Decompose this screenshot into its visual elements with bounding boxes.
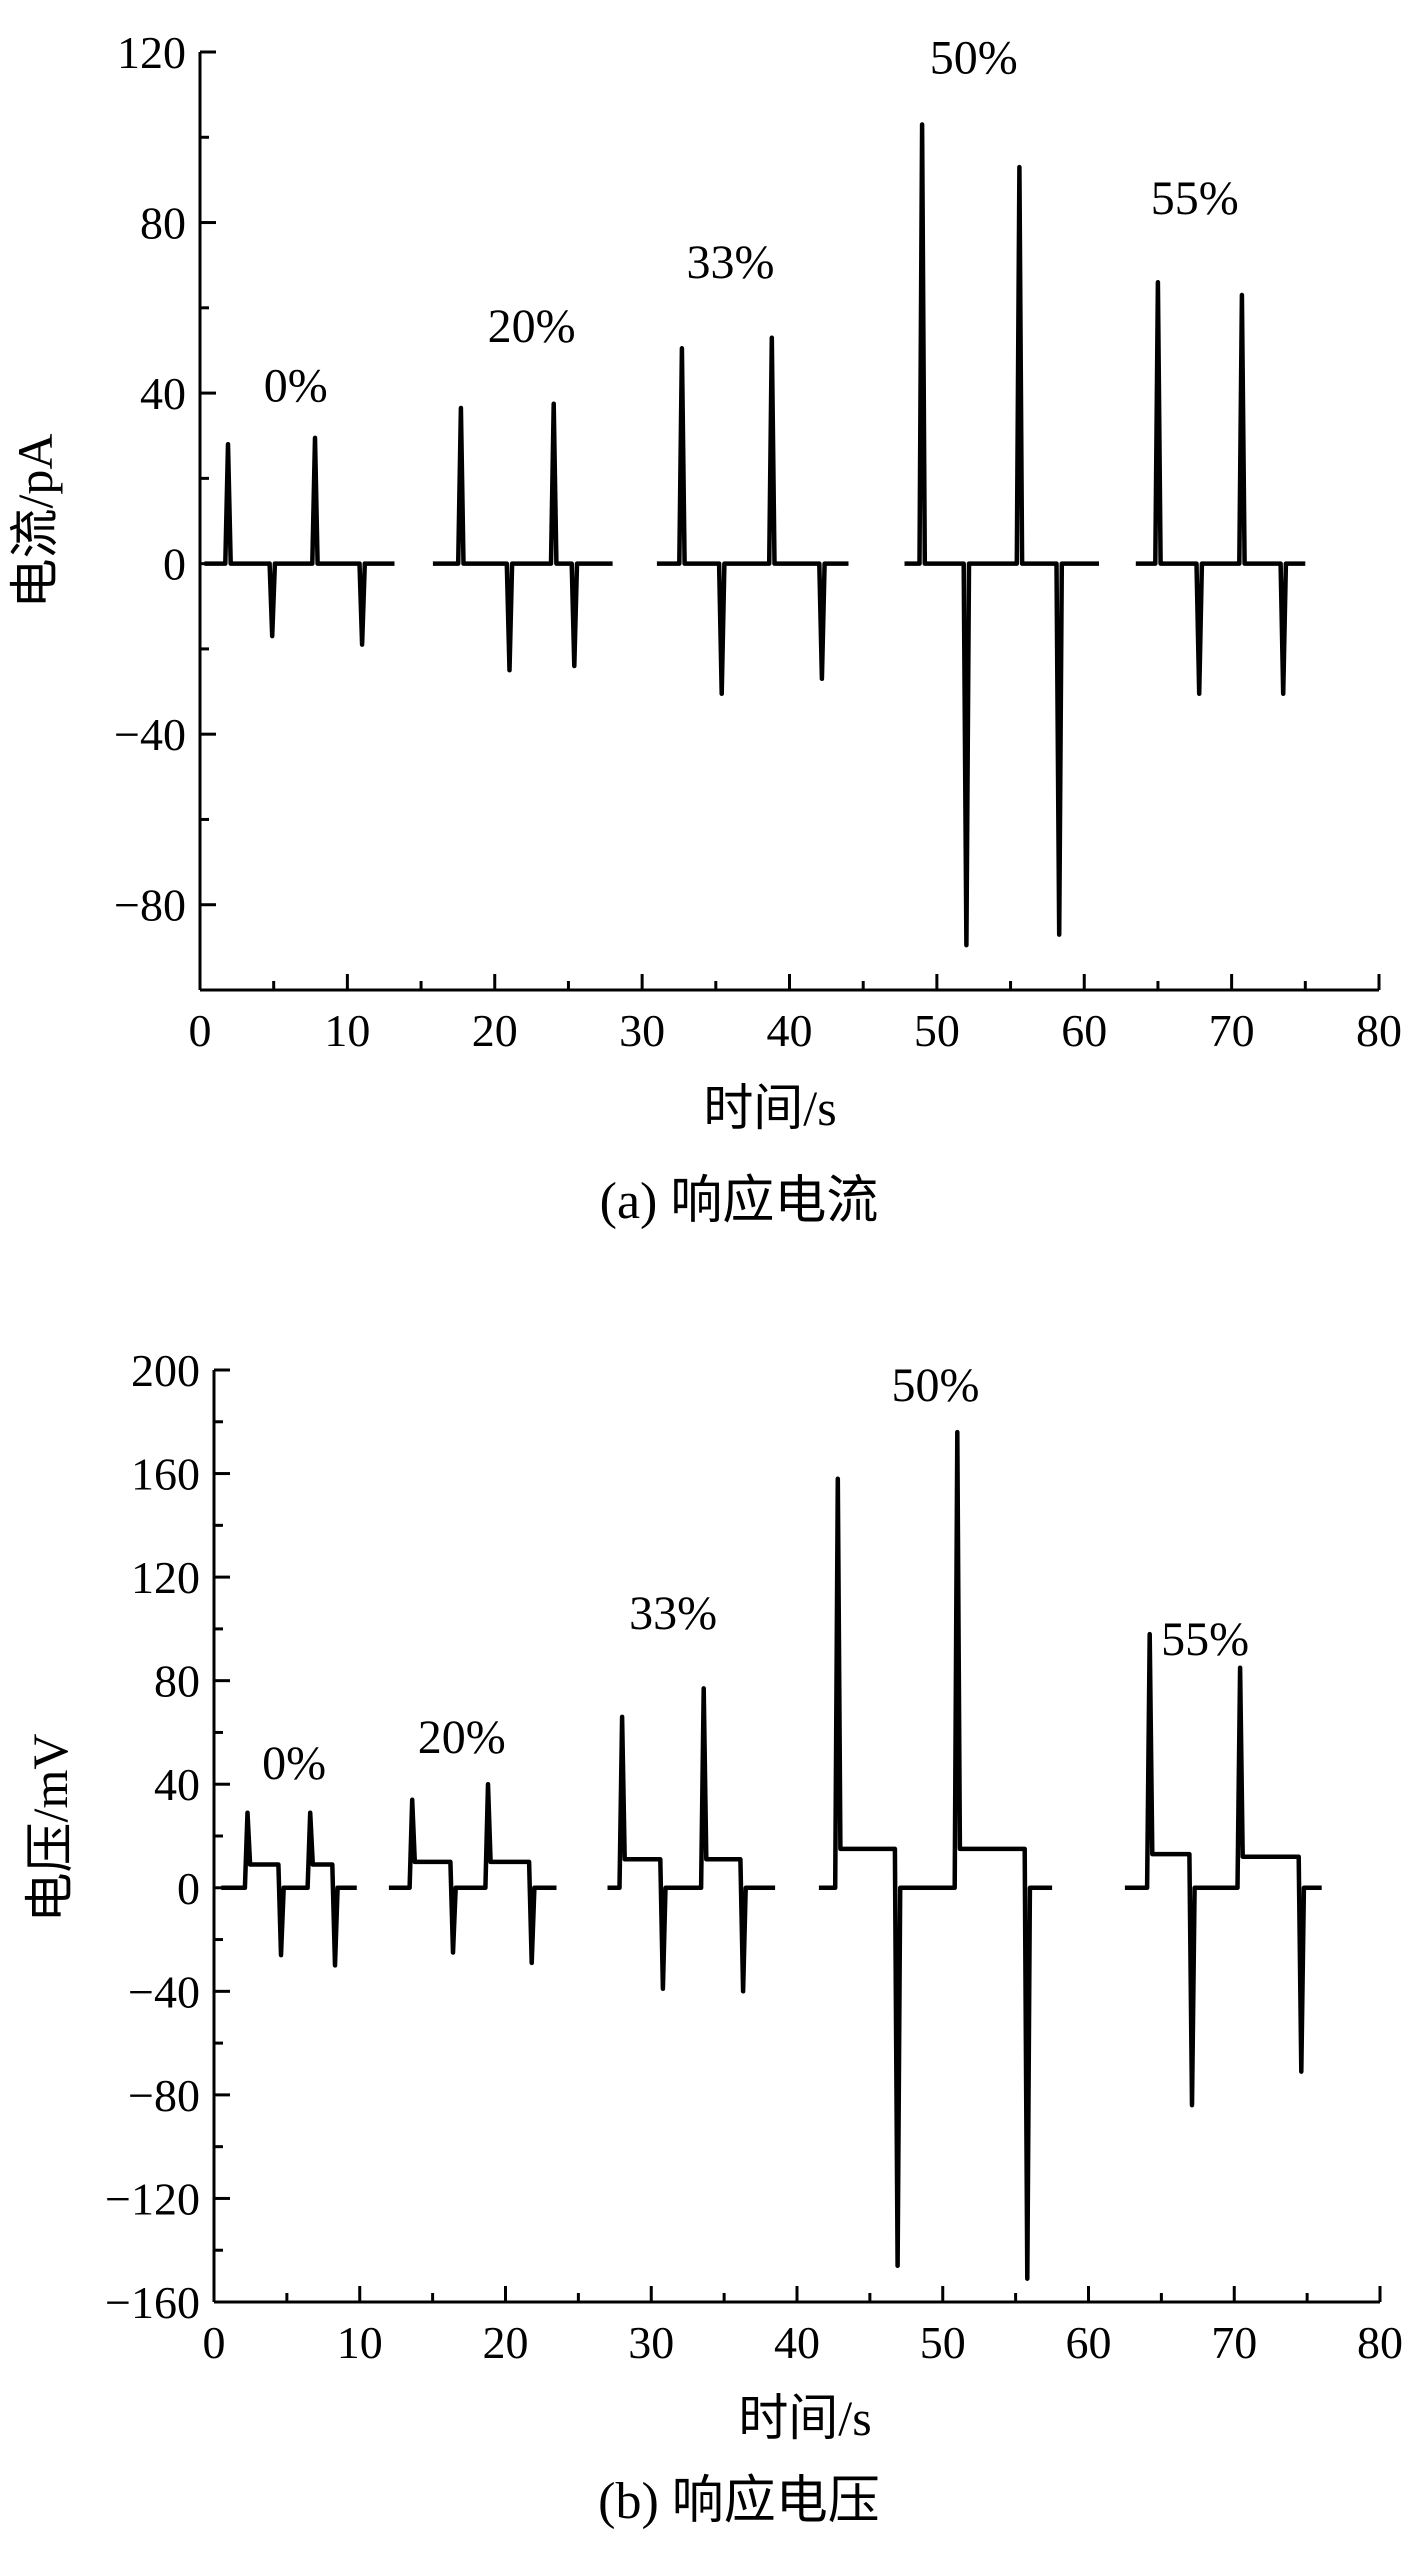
panel-b-series [221, 1429, 1322, 2281]
panel-a-x-ticks: 0 10 20 30 40 50 60 70 80 [189, 974, 1402, 1056]
panel-a-series-group-4 [904, 122, 1099, 948]
panel-b-x-axis-label: 时间/s [738, 2390, 871, 2446]
panel-b-y-tick-label: 40 [154, 1759, 200, 1810]
panel-b-x-tick-label: 60 [1066, 2317, 1112, 2368]
panel-b-group-label: 50% [891, 1359, 979, 1412]
panel-b-group-label: 20% [418, 1711, 506, 1764]
panel-b-x-tick-label: 70 [1211, 2317, 1257, 2368]
panel-a-x-tick-label: 10 [324, 1005, 370, 1056]
panel-a-caption: (a) 响应电流 [600, 1173, 879, 1230]
panel-a-y-tick-label: 120 [117, 27, 186, 78]
panel-a-group-label: 0% [264, 360, 328, 413]
panel-a-y-tick-label: 40 [140, 368, 186, 419]
panel-b-x-tick-label: 40 [774, 2317, 820, 2368]
panel-a-x-tick-label: 0 [189, 1005, 212, 1056]
panel-b-series-group-1 [221, 1810, 357, 1968]
panel-a-group-label: 20% [488, 300, 576, 353]
panel-a-group-labels: 0% 20% 33% 50% 55% [264, 31, 1239, 412]
panel-b-y-tick-label: −40 [128, 1966, 200, 2017]
panel-a-series-group-1 [204, 435, 395, 647]
panel-a-y-ticks: −80 −40 0 40 80 120 [114, 27, 216, 931]
panel-b-series-group-4 [818, 1429, 1053, 2281]
panel-b-y-axis-label: 电压/mV [22, 1734, 78, 1923]
panel-a-y-axis-label: 电流/pA [7, 434, 63, 609]
panel-a-x-tick-label: 40 [767, 1005, 813, 1056]
panel-b-x-tick-label: 10 [337, 2317, 383, 2368]
panel-a-group-label: 33% [687, 236, 775, 289]
panel-b-y-tick-label: 0 [177, 1863, 200, 1914]
panel-a-group-label: 55% [1151, 172, 1239, 225]
panel-a-x-tick-label: 50 [914, 1005, 960, 1056]
panel-a-series-group-3 [656, 335, 849, 696]
panel-b-x-tick-label: 0 [203, 2317, 226, 2368]
panel-a-y-tick-label: −40 [114, 709, 186, 760]
panel-b-y-tick-label: 120 [131, 1552, 200, 1603]
panel-b-voltage: 0 10 20 30 40 50 60 70 80 −160 −120 −80 −40 0 40 80 120… [22, 1345, 1403, 2530]
panel-b-y-tick-label: −160 [105, 2277, 200, 2328]
panel-b-plot-area [212, 1370, 1380, 2304]
panel-b-y-tick-label: 200 [131, 1345, 200, 1396]
panel-b-x-tick-label: 20 [483, 2317, 529, 2368]
panel-a-y-tick-label: −80 [114, 880, 186, 931]
panel-a-group-label: 50% [930, 31, 1018, 84]
panel-a-y-tick-label: 80 [140, 198, 186, 249]
panel-a-current: 0 10 20 30 40 50 60 70 80 −80 −40 0 40 80 120 0% 20% 33… [7, 27, 1402, 1230]
panel-b-caption: (b) 响应电压 [598, 2473, 880, 2530]
panel-b-x-tick-label: 50 [920, 2317, 966, 2368]
panel-a-series-group-5 [1135, 279, 1306, 696]
panel-a-x-tick-label: 70 [1209, 1005, 1255, 1056]
panel-b-series-group-3 [607, 1686, 776, 1994]
panel-b-x-ticks: 0 10 20 30 40 50 60 70 80 [203, 2286, 1403, 2368]
panel-b-x-tick-label: 80 [1357, 2317, 1403, 2368]
panel-a-series-group-2 [432, 401, 613, 673]
panel-b-y-ticks: −160 −120 −80 −40 0 40 80 120 160 200 [105, 1345, 230, 2328]
panel-a-series [204, 122, 1306, 948]
panel-a-x-tick-label: 30 [619, 1005, 665, 1056]
panel-b-y-tick-label: −120 [105, 2173, 200, 2224]
panel-b-group-label: 33% [629, 1587, 717, 1640]
panel-a-x-tick-label: 80 [1356, 1005, 1402, 1056]
panel-a-x-axis-label: 时间/s [703, 1080, 836, 1136]
panel-a-y-tick-label: 0 [163, 539, 186, 590]
panel-a-x-tick-label: 60 [1061, 1005, 1107, 1056]
panel-b-y-tick-label: −80 [128, 2070, 200, 2121]
panel-b-group-label: 0% [262, 1737, 326, 1790]
panel-b-series-group-5 [1124, 1631, 1322, 2108]
panel-b-y-tick-label: 80 [154, 1656, 200, 1707]
panel-b-group-label: 55% [1161, 1613, 1249, 1666]
panel-b-y-tick-label: 160 [131, 1449, 200, 1500]
panel-b-group-labels: 0% 20% 33% 50% 55% [262, 1359, 1249, 1790]
panel-b-series-group-2 [388, 1781, 557, 1966]
panel-b-x-tick-label: 30 [628, 2317, 674, 2368]
panel-a-x-tick-label: 20 [472, 1005, 518, 1056]
